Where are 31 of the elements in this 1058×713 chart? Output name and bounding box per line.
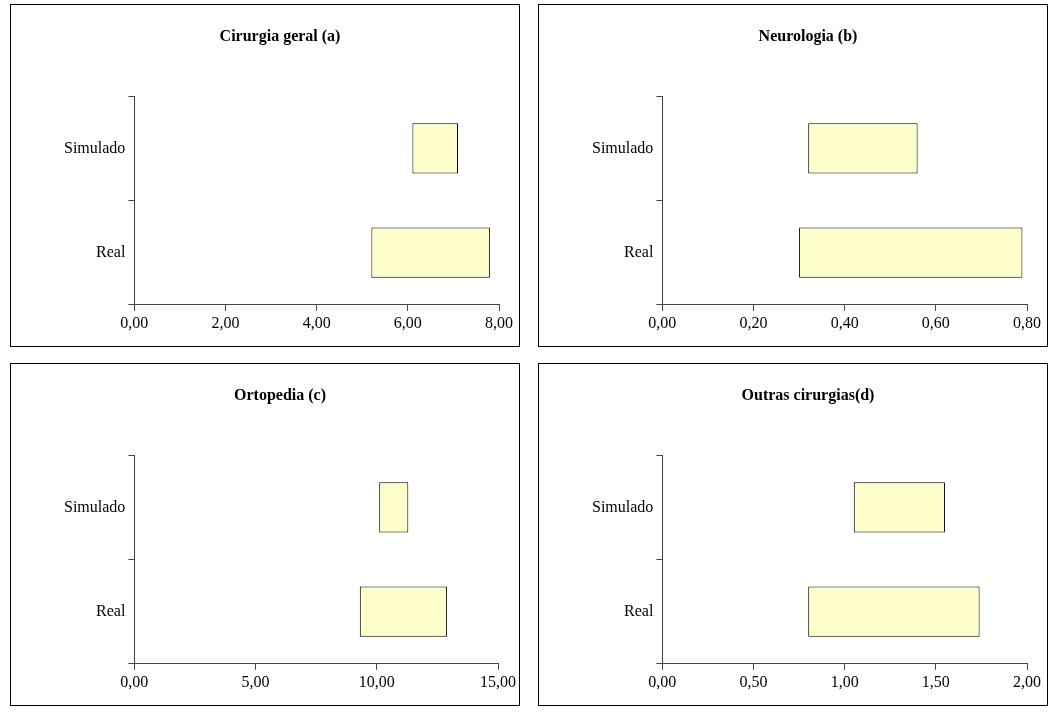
y-tick-label: Real bbox=[96, 242, 126, 260]
x-tick-label: 5,00 bbox=[241, 672, 270, 690]
y-tick-label: Simulado bbox=[63, 138, 126, 156]
x-tick-label: 0,40 bbox=[830, 313, 859, 331]
chart-title: Outras cirurgias(d) bbox=[741, 385, 875, 404]
x-tick-label: 1,50 bbox=[921, 672, 950, 690]
x-tick-label: 0,00 bbox=[648, 313, 677, 331]
x-tick-label: 6,00 bbox=[393, 313, 422, 331]
x-tick-label: 0,00 bbox=[120, 672, 149, 690]
x-tick-label: 0,80 bbox=[1013, 313, 1041, 331]
x-tick-label: 0,20 bbox=[739, 313, 768, 331]
x-tick-label: 15,00 bbox=[480, 672, 516, 690]
y-tick-label: Real bbox=[624, 601, 654, 619]
y-tick-label: Simulado bbox=[591, 138, 654, 156]
chart-title: Cirurgia geral (a) bbox=[219, 26, 341, 45]
y-tick-label: Real bbox=[624, 242, 654, 260]
x-tick-label: 8,00 bbox=[485, 313, 513, 331]
x-tick-label: 0,60 bbox=[921, 313, 950, 331]
x-tick-label: 2,00 bbox=[1013, 672, 1041, 690]
chart-title: Ortopedia (c) bbox=[234, 385, 326, 404]
chart-title: Neurologia (b) bbox=[758, 26, 858, 45]
x-tick-label: 4,00 bbox=[302, 313, 331, 331]
x-tick-label: 10,00 bbox=[358, 672, 395, 690]
x-tick-label: 0,00 bbox=[648, 672, 677, 690]
x-tick-label: 1,00 bbox=[830, 672, 859, 690]
y-tick-label: Simulado bbox=[591, 497, 654, 515]
x-tick-label: 0,00 bbox=[120, 313, 149, 331]
x-tick-label: 2,00 bbox=[211, 313, 240, 331]
y-tick-label: Real bbox=[96, 601, 126, 619]
y-tick-label: Simulado bbox=[63, 497, 126, 515]
x-tick-label: 0,50 bbox=[739, 672, 768, 690]
